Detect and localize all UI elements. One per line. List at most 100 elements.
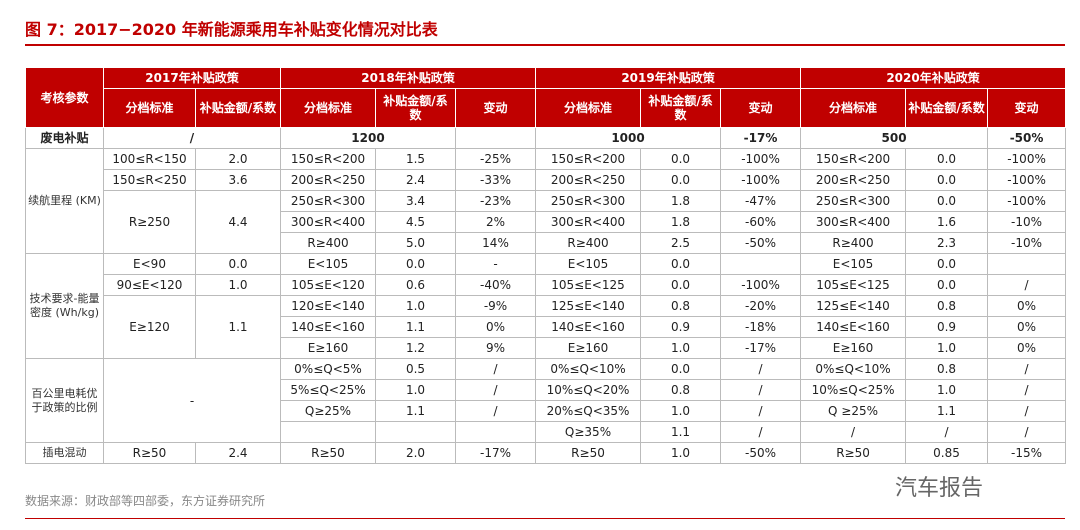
table-cell: 100≤R<150	[103, 148, 196, 170]
table-cell: 140≤E<160	[280, 316, 376, 338]
table-cell: R≥400	[800, 232, 907, 254]
table-row: 续航里程 (KM) 100≤R<150 2.0 150≤R<200 1.5 -25% 150…	[25, 148, 1067, 254]
table-cell: E≥160	[800, 337, 907, 359]
table-cell: 0.6	[375, 274, 456, 296]
header-cell: 2020年补贴政策	[800, 67, 1067, 89]
table-cell: 0%	[987, 337, 1067, 359]
table-cell: 0.0	[640, 274, 722, 296]
table-cell: E<105	[800, 253, 907, 275]
table-cell: /	[800, 421, 907, 443]
table-cell: 1.1	[195, 295, 281, 359]
table-cell: 2%	[454, 211, 537, 233]
table-cell: 0%≤Q<10%	[535, 358, 642, 380]
table-cell: 3.4	[375, 190, 456, 212]
table-cell: 废电补贴	[25, 127, 104, 149]
table-cell: 0%	[987, 316, 1067, 338]
table-cell: R≥50	[800, 442, 907, 464]
table-cell: -17%	[720, 127, 802, 149]
table-cell: 2.4	[195, 442, 281, 464]
table-cell: 1.8	[640, 190, 722, 212]
header-cell: 分档标准	[280, 88, 376, 128]
table-cell: 105≤E<125	[800, 274, 907, 296]
table-cell: 1.2	[375, 337, 456, 359]
table-cell: -10%	[987, 232, 1067, 254]
header-cell: 补贴金额/系数	[640, 88, 722, 128]
table-cell	[280, 421, 376, 443]
table-cell: -17%	[720, 337, 802, 359]
table-cell	[454, 421, 537, 443]
table-cell: 0.0	[905, 253, 989, 275]
header-cell: 分档标准	[800, 88, 907, 128]
table-cell: -50%	[720, 232, 802, 254]
table-cell: -60%	[720, 211, 802, 233]
table-cell: R≥250	[103, 190, 196, 254]
table-cell: 1.0	[640, 400, 722, 422]
table-cell: 150≤R<250	[103, 169, 196, 191]
table-cell: 1.0	[905, 337, 989, 359]
table-cell: 2.3	[905, 232, 989, 254]
table-cell: 1.1	[905, 400, 989, 422]
table-cell: -100%	[987, 148, 1067, 170]
table-cell: 百公里电耗优于政策的比例	[25, 358, 104, 443]
table-cell: 技术要求-能量密度 (Wh/kg)	[25, 253, 104, 359]
table-cell: /	[987, 400, 1067, 422]
table-cell: 0.0	[905, 169, 989, 191]
table-cell: -100%	[987, 169, 1067, 191]
table-cell: 0.0	[640, 253, 722, 275]
table-cell: 0.0	[640, 358, 722, 380]
table-cell: 5.0	[375, 232, 456, 254]
table-cell: R≥50	[280, 442, 376, 464]
table-cell: 150≤R<200	[535, 148, 642, 170]
header-cell: 2019年补贴政策	[535, 67, 802, 89]
table-cell: 0.0	[640, 148, 722, 170]
table-cell: -	[454, 253, 537, 275]
table-cell: 300≤R<400	[280, 211, 376, 233]
table-cell: -23%	[454, 190, 537, 212]
table-cell: 200≤R<250	[535, 169, 642, 191]
header-cell: 变动	[720, 88, 802, 128]
table-cell: 1.0	[375, 295, 456, 317]
table-cell: 2.4	[375, 169, 456, 191]
table-cell: /	[720, 421, 802, 443]
table-cell: 140≤E<160	[800, 316, 907, 338]
table-row: 插电混动 R≥50 2.4 R≥50 2.0 -17% R≥50 1.0 -50% R≥50 0.8…	[25, 442, 1067, 464]
table-cell: -17%	[454, 442, 537, 464]
table-cell: 1000	[535, 127, 722, 149]
table-cell: 1.5	[375, 148, 456, 170]
table-cell: 0.0	[640, 169, 722, 191]
table-cell: 140≤E<160	[535, 316, 642, 338]
header-cell: 2018年补贴政策	[279, 67, 537, 89]
table-cell: -100%	[720, 148, 802, 170]
table-cell: -10%	[987, 211, 1067, 233]
table-cell: E≥120	[103, 295, 196, 359]
header-cell: 分档标准	[535, 88, 642, 128]
table-cell: 2.5	[640, 232, 722, 254]
header-cell: 2017年补贴政策	[103, 67, 281, 89]
table-cell: -100%	[987, 190, 1067, 212]
table-cell: 10%≤Q<20%	[535, 379, 642, 401]
table-cell: 1.1	[375, 400, 456, 422]
table-cell: R≥50	[535, 442, 642, 464]
table-cell: 0.0	[905, 190, 989, 212]
table-cell: -40%	[454, 274, 537, 296]
table-row: 150≤R<250 3.6 200≤R<250 2.4 -33% 200≤R<250 0.0…	[26, 169, 1067, 191]
table-row: 技术要求-能量密度 (Wh/kg) E<90 0.0 E<105 0.0- E<105 0.…	[25, 253, 1067, 359]
table-cell: /	[720, 400, 802, 422]
table-cell: 0.8	[905, 295, 989, 317]
table-cell: -20%	[720, 295, 802, 317]
table-cell: 10%≤Q<25%	[800, 379, 907, 401]
table-cell: 0%	[987, 295, 1067, 317]
table-row: 百公里电耗优于政策的比例 -0%≤Q<5% 0.5/0%≤Q<10% 0.0/0%≤Q…	[25, 358, 1067, 443]
table-cell: 0.9	[905, 316, 989, 338]
table-cell: /	[720, 379, 802, 401]
table-cell	[720, 253, 802, 275]
table-cell: 150≤R<200	[280, 148, 376, 170]
table-cell: /	[987, 358, 1067, 380]
header-cell: 分档标准	[103, 88, 196, 128]
table-cell: 0.0	[905, 148, 989, 170]
table-cell: 0.5	[375, 358, 456, 380]
table-cell: 125≤E<140	[535, 295, 642, 317]
table-cell: -9%	[454, 295, 537, 317]
table-row: 90≤E<120 1.0 105≤E<120 0.6 -40% 105≤E<125 0.0-…	[26, 274, 1067, 296]
